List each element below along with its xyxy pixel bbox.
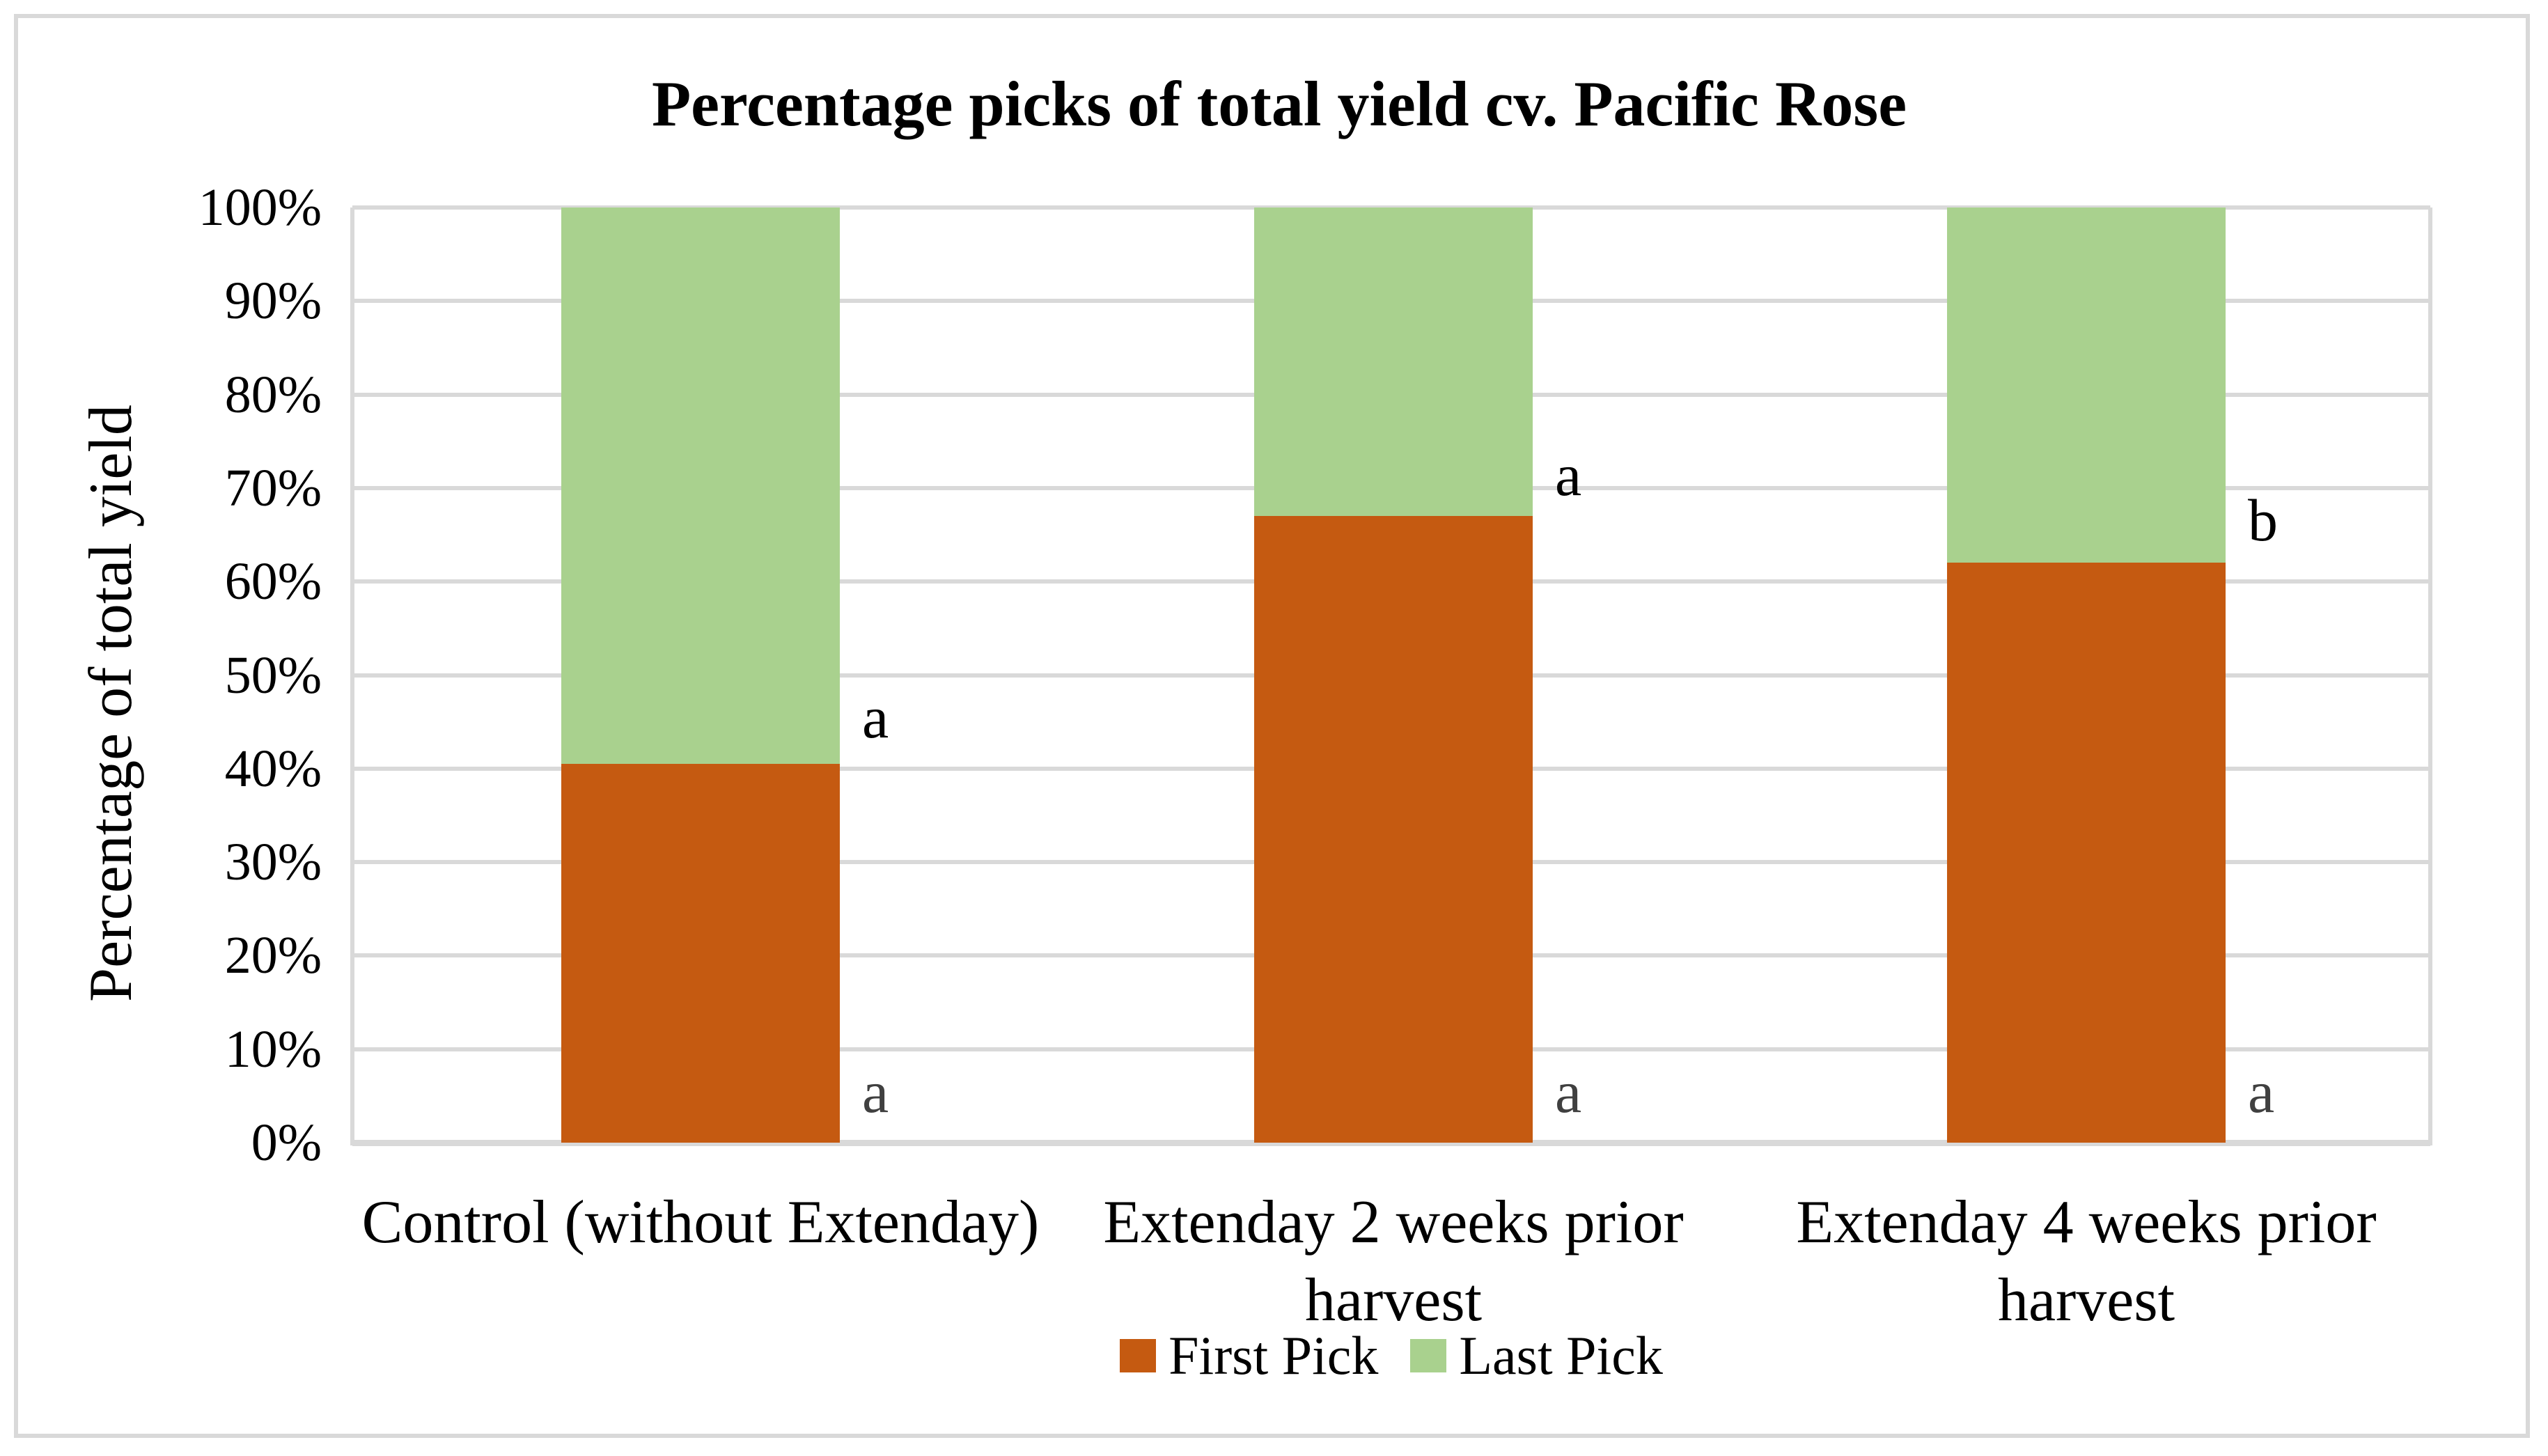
significance-letter-bottom: a bbox=[2248, 1058, 2275, 1126]
category-label: Control (without Extenday) bbox=[359, 1184, 1042, 1262]
y-tick-label: 0% bbox=[251, 1113, 322, 1172]
plot-right-axis-line bbox=[2428, 208, 2432, 1145]
y-tick-label: 10% bbox=[224, 1019, 322, 1079]
bar-segment-first-pick bbox=[1254, 516, 1533, 1143]
category-label: Extenday 4 weeks prior harvest bbox=[1745, 1184, 2428, 1340]
y-tick-label: 20% bbox=[224, 926, 322, 985]
category-label: Extenday 2 weeks prior harvest bbox=[1052, 1184, 1735, 1340]
plot-left-axis-line bbox=[350, 208, 354, 1145]
y-tick-label: 50% bbox=[224, 645, 322, 705]
legend-swatch bbox=[1120, 1339, 1157, 1372]
significance-letter-top: a bbox=[862, 683, 889, 751]
significance-letter-top: b bbox=[2248, 486, 2278, 554]
y-tick-label: 70% bbox=[224, 458, 322, 517]
significance-letter-bottom: a bbox=[862, 1058, 889, 1126]
bar-segment-first-pick bbox=[561, 764, 840, 1143]
bar-segment-last-pick bbox=[1254, 208, 1533, 517]
category-label-line: Extenday 2 weeks prior bbox=[1103, 1189, 1684, 1256]
legend-item-first-pick: First Pick bbox=[1120, 1324, 1378, 1387]
legend-item-last-pick: Last Pick bbox=[1410, 1324, 1663, 1387]
significance-letter-bottom: a bbox=[1555, 1058, 1582, 1126]
gridline bbox=[352, 1139, 2430, 1146]
category-label-line: Extenday 4 weeks prior bbox=[1796, 1189, 2377, 1256]
chart-title: Percentage picks of total yield cv. Paci… bbox=[651, 68, 1907, 139]
bar-segment-last-pick bbox=[1947, 208, 2226, 563]
y-tick-label: 80% bbox=[224, 365, 322, 424]
bar-segment-first-pick bbox=[1947, 563, 2226, 1143]
y-tick-label: 30% bbox=[224, 833, 322, 892]
y-tick-label: 100% bbox=[198, 178, 322, 237]
significance-letter-top: a bbox=[1555, 441, 1582, 509]
category-label-line: harvest bbox=[1304, 1267, 1483, 1334]
y-tick-label: 60% bbox=[224, 552, 322, 611]
legend-label: Last Pick bbox=[1459, 1325, 1663, 1386]
legend-swatch bbox=[1410, 1339, 1447, 1372]
category-label-line: Control (without Extenday) bbox=[361, 1189, 1040, 1256]
bar-segment-last-pick bbox=[561, 208, 840, 765]
category-label-line: harvest bbox=[1997, 1267, 2175, 1334]
legend: First Pick Last Pick bbox=[352, 1324, 2430, 1387]
y-tick-label: 40% bbox=[224, 739, 322, 798]
legend-label: First Pick bbox=[1169, 1325, 1379, 1386]
y-tick-label: 90% bbox=[224, 272, 322, 331]
